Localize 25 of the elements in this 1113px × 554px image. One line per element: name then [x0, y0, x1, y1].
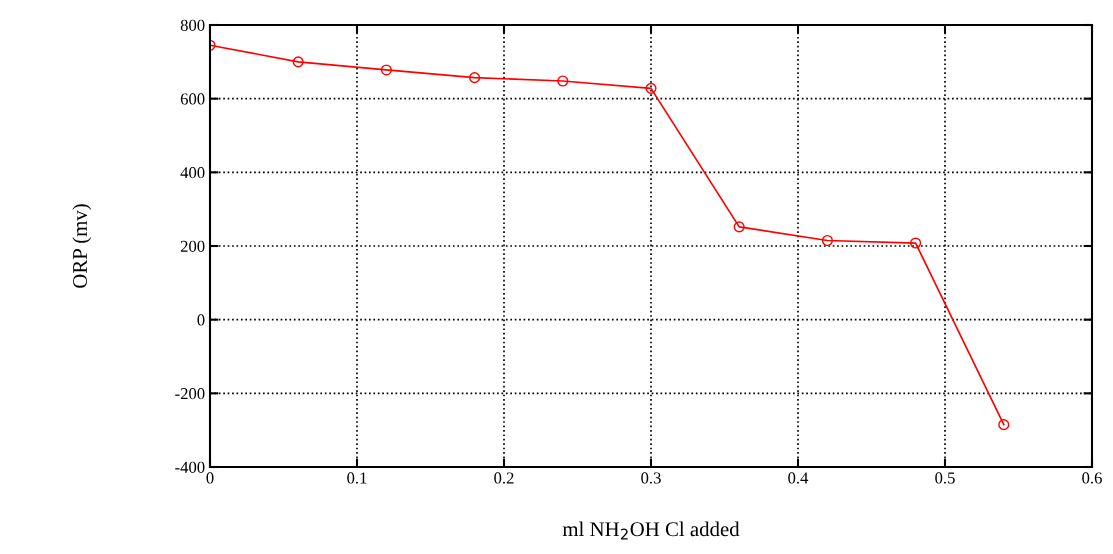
x-axis-title: ml NH$_{2}$OH Cl added: [562, 521, 740, 540]
x-tick-label: 0.1: [347, 472, 367, 484]
x-tick-label: 0.2: [494, 472, 514, 484]
x-tick-label: 0.6: [1082, 472, 1102, 484]
point: [292, 56, 304, 68]
point: [469, 72, 481, 84]
point: [380, 64, 392, 76]
point: [557, 75, 569, 87]
point: [998, 419, 1010, 431]
y-tick-label: 200: [180, 240, 205, 252]
y-axis-title: ORP (mv): [72, 204, 92, 288]
point: [821, 234, 833, 247]
y-tick-label: -200: [175, 388, 205, 400]
y-tick-label: 600: [180, 93, 205, 105]
point: [645, 82, 657, 94]
y-tick-label: 0: [197, 314, 205, 326]
point: [910, 237, 922, 249]
x-tick-label: 0.4: [788, 472, 809, 484]
y-tick-label: 800: [180, 19, 205, 31]
x-tick-label: 0: [206, 472, 214, 484]
x-tick-label: 0.3: [641, 472, 661, 484]
point: [733, 221, 745, 233]
y-tick-label: 400: [180, 167, 205, 179]
y-tick-label: -400: [175, 461, 205, 473]
x-tick-label: 0.5: [935, 472, 955, 484]
